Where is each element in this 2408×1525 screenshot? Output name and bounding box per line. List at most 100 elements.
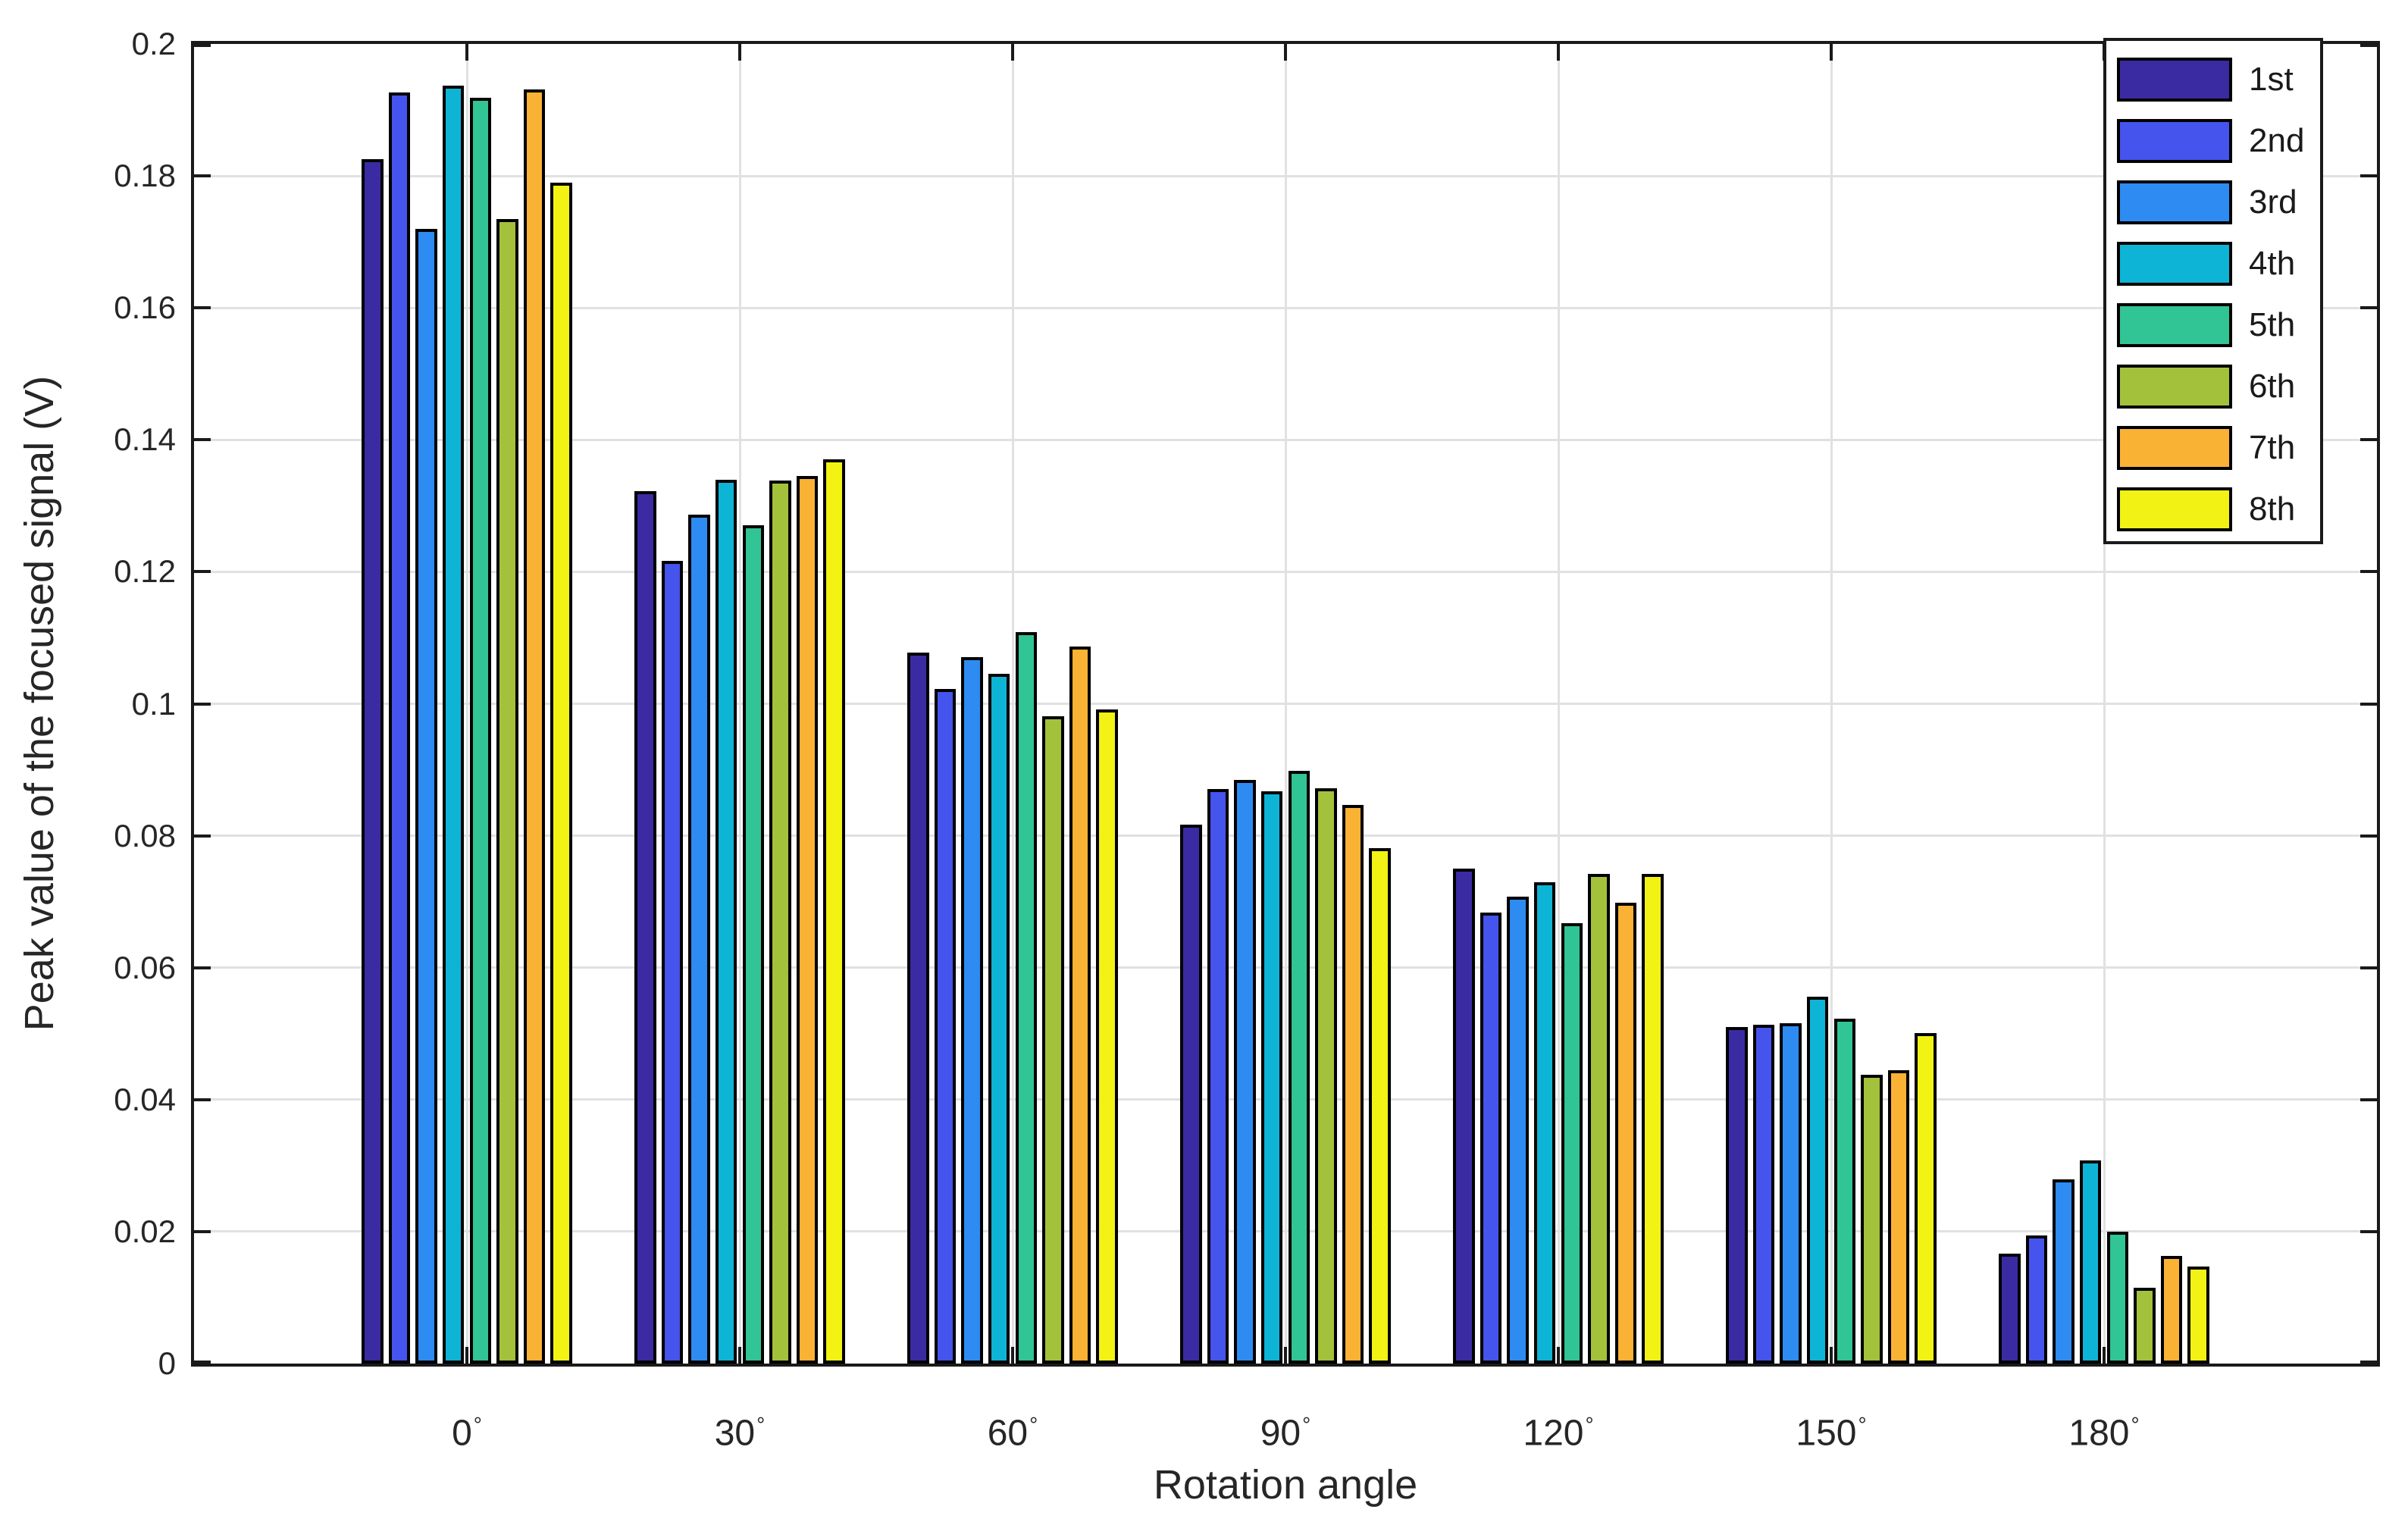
x-tick-value: 90 xyxy=(1260,1413,1301,1454)
x-tick-value: 120 xyxy=(1523,1413,1584,1454)
x-axis-tick-bottom xyxy=(465,1347,468,1364)
bar-6th-0deg xyxy=(496,218,518,1364)
x-axis-tick-top xyxy=(738,44,741,61)
y-axis-tick-left xyxy=(194,1098,211,1101)
bar-5th-60deg xyxy=(1015,631,1037,1364)
y-axis-tick-right xyxy=(2360,1229,2377,1233)
y-axis-tick-right xyxy=(2360,306,2377,310)
bar-2nd-180deg xyxy=(2025,1235,2048,1364)
x-axis-tick-top xyxy=(1830,44,1833,61)
x-axis-tick-top xyxy=(1557,44,1560,61)
bar-5th-30deg xyxy=(742,525,764,1364)
gridline-vertical xyxy=(1284,44,1287,1364)
y-tick-label: 0.16 xyxy=(114,290,176,326)
bar-8th-150deg xyxy=(1915,1032,1937,1364)
bar-6th-180deg xyxy=(2134,1287,2156,1364)
y-tick-label: 0.08 xyxy=(114,817,176,853)
y-axis-tick-left xyxy=(194,44,211,47)
bar-3rd-120deg xyxy=(1507,896,1529,1364)
y-axis-tick-right xyxy=(2360,438,2377,442)
x-tick-label: 0° xyxy=(353,1404,581,1455)
legend-swatch-3rd xyxy=(2117,180,2232,224)
legend-label-2nd: 2nd xyxy=(2249,121,2305,159)
gridline-vertical xyxy=(465,44,468,1364)
x-tick-value: 60 xyxy=(987,1413,1029,1454)
bar-5th-120deg xyxy=(1561,922,1583,1364)
y-axis-tick-left xyxy=(194,834,211,838)
bar-1st-180deg xyxy=(1999,1253,2021,1364)
bar-6th-150deg xyxy=(1861,1074,1883,1364)
legend: 1st 2nd 3rd 4th 5th 6th 7th 8th xyxy=(2103,38,2323,544)
bar-2nd-150deg xyxy=(1752,1024,1775,1364)
bar-8th-0deg xyxy=(550,182,572,1364)
bar-5th-150deg xyxy=(1833,1018,1855,1364)
degree-symbol: ° xyxy=(2131,1413,2140,1436)
bar-3rd-150deg xyxy=(1780,1022,1802,1364)
x-axis-tick-bottom xyxy=(1011,1347,1014,1364)
y-tick-label: 0.02 xyxy=(114,1213,176,1249)
y-axis-tick-left xyxy=(194,966,211,969)
x-axis-tick-top xyxy=(1011,44,1014,61)
y-tick-label: 0.14 xyxy=(114,421,176,458)
legend-swatch-2nd xyxy=(2117,118,2232,163)
y-tick-label: 0 xyxy=(158,1345,176,1381)
y-tick-label: 0.2 xyxy=(131,26,176,61)
bar-7th-150deg xyxy=(1887,1070,1910,1364)
y-axis-tick-left xyxy=(194,306,211,310)
bar-2nd-60deg xyxy=(934,689,957,1364)
bar-7th-120deg xyxy=(1614,903,1637,1364)
y-axis-tick-right xyxy=(2360,1361,2377,1364)
x-tick-value: 30 xyxy=(714,1413,756,1454)
gridline-vertical xyxy=(1011,44,1014,1364)
bar-6th-120deg xyxy=(1588,874,1610,1364)
bar-3rd-180deg xyxy=(2053,1179,2075,1364)
legend-swatch-6th xyxy=(2117,364,2232,409)
x-axis-tick-bottom xyxy=(738,1347,741,1364)
bar-8th-90deg xyxy=(1369,848,1391,1364)
bar-5th-90deg xyxy=(1288,771,1310,1364)
x-axis-tick-top xyxy=(1284,44,1287,61)
bar-4th-150deg xyxy=(1807,997,1829,1364)
degree-symbol: ° xyxy=(1585,1413,1594,1436)
bar-1st-120deg xyxy=(1453,869,1475,1364)
bar-8th-30deg xyxy=(823,459,845,1364)
y-axis-label: Peak value of the focused signal (V) xyxy=(17,375,62,1032)
x-axis-label: Rotation angle xyxy=(1153,1462,1418,1508)
bar-1st-60deg xyxy=(907,653,929,1364)
bar-2nd-120deg xyxy=(1480,913,1502,1364)
bar-7th-0deg xyxy=(523,89,546,1364)
y-axis-tick-left xyxy=(194,702,211,706)
legend-swatch-1st xyxy=(2117,57,2232,102)
x-tick-label: 90° xyxy=(1172,1404,1399,1455)
legend-entry-1st: 1st xyxy=(2106,49,2320,110)
legend-label-8th: 8th xyxy=(2249,490,2296,528)
x-tick-value: 0 xyxy=(452,1413,472,1454)
gridline-vertical xyxy=(738,44,741,1364)
legend-swatch-8th xyxy=(2117,487,2232,531)
x-tick-label: 60° xyxy=(899,1404,1126,1455)
bar-2nd-0deg xyxy=(388,92,411,1364)
bar-2nd-30deg xyxy=(661,560,684,1364)
legend-entry-6th: 6th xyxy=(2106,355,2320,417)
legend-label-1st: 1st xyxy=(2249,60,2294,98)
bar-1st-30deg xyxy=(634,491,656,1364)
y-tick-label: 0.12 xyxy=(114,553,176,590)
degree-symbol: ° xyxy=(1302,1413,1311,1436)
degree-symbol: ° xyxy=(1029,1413,1038,1436)
bar-2nd-90deg xyxy=(1207,788,1229,1364)
bar-4th-0deg xyxy=(443,85,465,1364)
legend-entry-2nd: 2nd xyxy=(2106,110,2320,171)
legend-swatch-4th xyxy=(2117,241,2232,286)
legend-entry-8th: 8th xyxy=(2106,478,2320,540)
x-axis-tick-bottom xyxy=(1557,1347,1560,1364)
bar-5th-0deg xyxy=(469,98,491,1364)
y-axis-tick-right xyxy=(2360,702,2377,706)
x-axis-tick-bottom xyxy=(1284,1347,1287,1364)
legend-label-3rd: 3rd xyxy=(2249,183,2297,221)
bar-7th-180deg xyxy=(2160,1256,2183,1364)
bar-4th-60deg xyxy=(988,674,1010,1364)
bar-3rd-30deg xyxy=(688,514,710,1364)
legend-swatch-5th xyxy=(2117,302,2232,347)
x-tick-label: 120° xyxy=(1445,1404,1672,1455)
y-axis-tick-right xyxy=(2360,1098,2377,1101)
